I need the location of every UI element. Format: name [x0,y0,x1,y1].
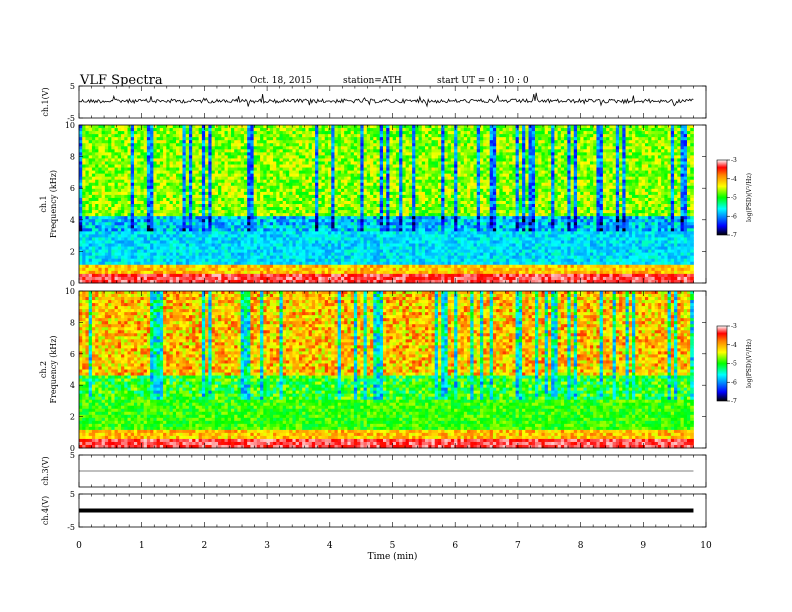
x-axis-label: Time (min) [368,551,418,562]
x-tick-label: 5 [390,541,396,551]
ch2-spectrogram-image [79,291,694,449]
ch2-spectrogram-colorbar [716,325,728,402]
y-tick-label: 2 [70,413,75,422]
y-tick-label: -5 [67,114,75,123]
y-tick-label: 5 [70,82,75,91]
y-tick-label: -5 [67,523,75,532]
y-tick-label: 8 [70,318,75,327]
x-tick-label: 3 [264,541,270,551]
station-label: station=ATH [343,76,402,86]
y-tick-label: 0 [70,444,75,453]
y-tick-label: 5 [70,490,75,499]
x-tick-label: 6 [452,541,458,551]
y-axis-label: ch.4(V) [41,496,50,525]
colorbar-tick-label: -3 [731,157,737,164]
chart-title: VLF Spectra [80,73,163,88]
x-tick-label: 9 [640,541,646,551]
y-tick-label: 6 [70,350,75,359]
colorbar-tick-label: -6 [731,213,737,220]
y-tick-label: 4 [70,381,75,390]
y-tick-label: 8 [70,153,75,162]
x-tick-label: 4 [327,541,333,551]
colorbar-tick-label: -5 [731,195,737,202]
x-tick-label: 0 [76,541,82,551]
x-tick-label: 2 [202,541,208,551]
y-tick-label: 2 [70,247,75,256]
y-axis-label: ch.2 [39,361,48,378]
start-time-label: start UT = 0 : 10 : 0 [437,76,529,86]
date-label: Oct. 18, 2015 [250,76,312,86]
colorbar-label: log(PSD)(V²/Hz) [746,339,753,388]
y-tick-label: 0 [70,279,75,288]
ch1-spectrogram-colorbar [716,159,728,236]
y-tick-label: 4 [70,216,75,225]
y-axis-label: ch.1(V) [41,87,50,116]
y-axis-label: Frequency (kHz) [49,170,58,238]
colorbar-tick-label: -4 [731,342,737,349]
colorbar-label: log(PSD)(V²/Hz) [746,173,753,222]
colorbar-tick-label: -5 [731,361,737,368]
x-tick-label: 1 [139,541,145,551]
y-tick-label: 6 [70,184,75,193]
x-tick-label: 10 [700,541,712,551]
colorbar-tick-label: -4 [731,176,737,183]
x-tick-label: 8 [578,541,584,551]
ch1-waveform-trace [78,92,694,108]
y-tick-label: 10 [65,121,75,130]
y-tick-label: 10 [65,287,75,296]
colorbar-tick-label: -6 [731,379,737,386]
ch1-spectrogram-image [79,125,694,284]
y-tick-label: 5 [70,451,75,460]
y-axis-label: Frequency (kHz) [49,335,58,403]
y-axis-label: ch.1 [39,195,48,212]
x-tick-label: 7 [515,541,521,551]
y-axis-label: ch.3(V) [41,456,50,485]
colorbar-tick-label: -3 [731,323,737,330]
colorbar-tick-label: -7 [731,232,737,239]
colorbar-tick-label: -7 [731,398,737,405]
